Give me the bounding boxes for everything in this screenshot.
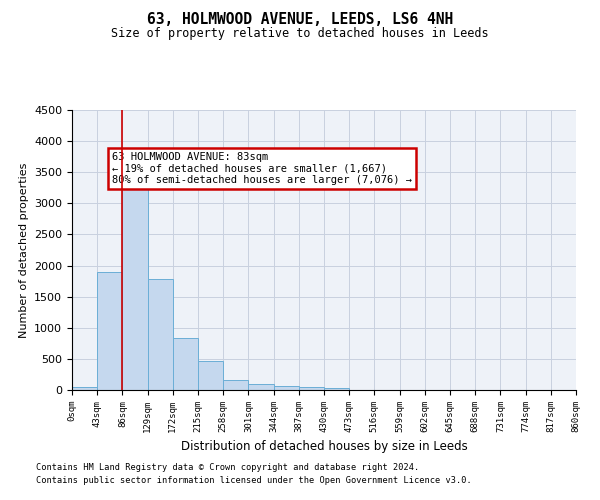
Y-axis label: Number of detached properties: Number of detached properties: [19, 162, 29, 338]
Bar: [299, 386, 324, 390]
Bar: [198, 362, 223, 390]
X-axis label: Distribution of detached houses by size in Leeds: Distribution of detached houses by size …: [181, 440, 467, 454]
Text: 63, HOLMWOOD AVENUE, LEEDS, LS6 4NH: 63, HOLMWOOD AVENUE, LEEDS, LS6 4NH: [147, 12, 453, 28]
Text: Contains public sector information licensed under the Open Government Licence v3: Contains public sector information licen…: [36, 476, 472, 485]
Bar: [274, 386, 299, 390]
Bar: [148, 279, 173, 390]
Text: Size of property relative to detached houses in Leeds: Size of property relative to detached ho…: [111, 28, 489, 40]
Bar: [324, 388, 349, 390]
Text: 63 HOLMWOOD AVENUE: 83sqm
← 19% of detached houses are smaller (1,667)
80% of se: 63 HOLMWOOD AVENUE: 83sqm ← 19% of detac…: [112, 152, 412, 185]
Bar: [223, 380, 248, 390]
Bar: [173, 338, 198, 390]
Bar: [97, 272, 122, 390]
Bar: [248, 384, 274, 390]
Bar: [122, 172, 148, 390]
Bar: [72, 387, 97, 390]
Text: Contains HM Land Registry data © Crown copyright and database right 2024.: Contains HM Land Registry data © Crown c…: [36, 464, 419, 472]
